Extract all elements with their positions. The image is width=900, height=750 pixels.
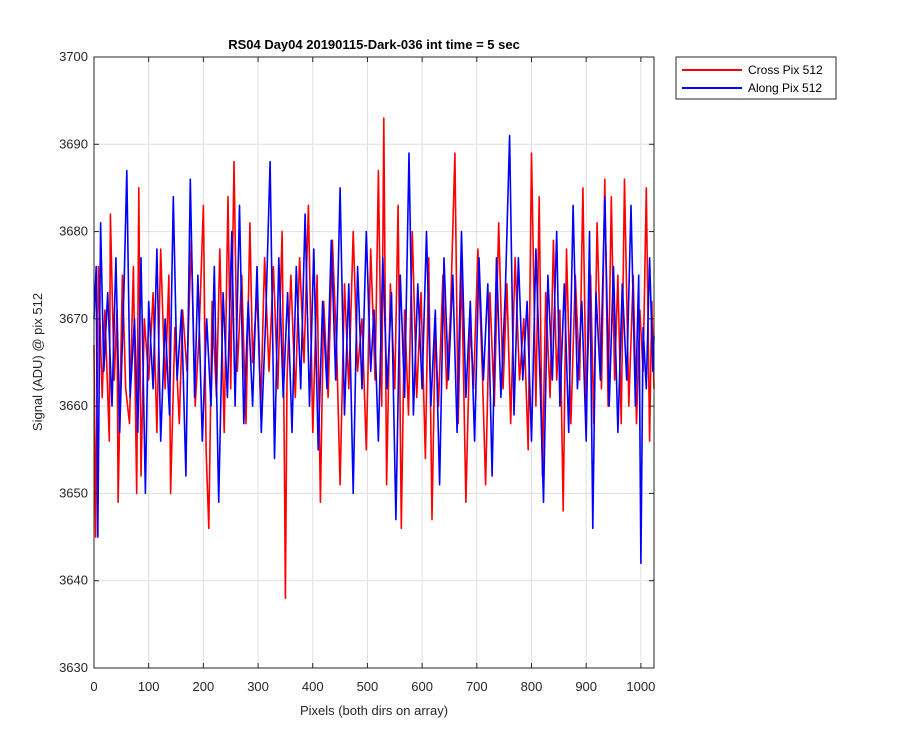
x-tick-label: 800 xyxy=(521,679,543,694)
x-tick-label: 900 xyxy=(575,679,597,694)
series-layer xyxy=(93,117,655,599)
legend-label-along-pix: Along Pix 512 xyxy=(748,81,822,95)
legend: Cross Pix 512 Along Pix 512 xyxy=(675,56,837,100)
y-tick-label: 3660 xyxy=(59,398,88,413)
x-tick-label: 0 xyxy=(90,679,97,694)
x-tick-label: 600 xyxy=(411,679,433,694)
y-tick-label: 3640 xyxy=(59,573,88,588)
x-tick-label: 100 xyxy=(138,679,160,694)
ticks: 0 100 200 300 400 500 600 700 800 900 1000 3630 3640… xyxy=(59,49,655,694)
y-tick-label: 3690 xyxy=(59,136,88,151)
x-tick-label: 500 xyxy=(357,679,379,694)
x-tick-label: 1000 xyxy=(626,679,655,694)
y-tick-label: 3650 xyxy=(59,485,88,500)
y-tick-label: 3670 xyxy=(59,311,88,326)
x-tick-label: 400 xyxy=(302,679,324,694)
y-tick-label: 3630 xyxy=(59,660,88,675)
x-tick-label: 300 xyxy=(247,679,269,694)
series-line-along-pix xyxy=(93,134,655,565)
y-tick-label: 3680 xyxy=(59,224,88,239)
legend-label-cross-pix: Cross Pix 512 xyxy=(748,63,823,77)
x-tick-label: 700 xyxy=(466,679,488,694)
x-tick-label: 200 xyxy=(193,679,215,694)
y-tick-label: 3700 xyxy=(59,49,88,64)
x-axis-label: Pixels (both dirs on array) xyxy=(300,703,448,718)
y-axis-label: Signal (ADU) @ pix 512 xyxy=(30,293,45,431)
plot-axes-box xyxy=(93,56,655,669)
legend-box xyxy=(675,56,837,100)
chart-title: RS04 Day04 20190115-Dark-036 int time = … xyxy=(228,37,520,52)
